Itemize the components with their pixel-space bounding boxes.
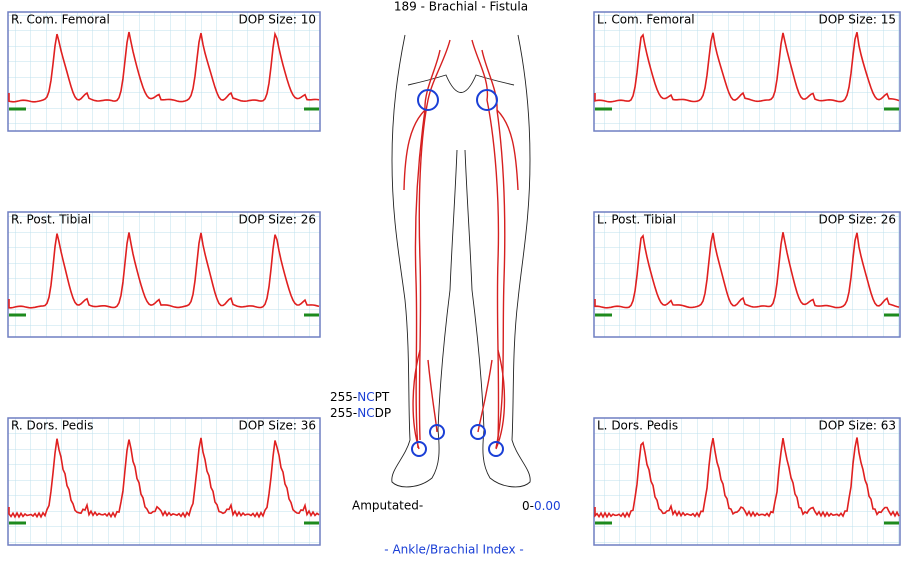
panel-grid	[593, 211, 901, 338]
dop-size: DOP Size: 15	[819, 13, 897, 27]
panel-grid	[593, 11, 901, 132]
dop-size: DOP Size: 63	[819, 419, 897, 433]
abi-left: 0-	[522, 499, 534, 513]
pt-flag: NC	[357, 390, 374, 404]
abi-reading: 0-0.00	[522, 499, 561, 513]
dop-size: DOP Size: 26	[239, 213, 317, 227]
leg-diagram	[391, 34, 531, 488]
pt-reading: 255-NCPT	[330, 390, 390, 404]
dp-value: 255-	[330, 406, 357, 420]
dp-flag: NC	[357, 406, 374, 420]
waveform-trace	[594, 437, 900, 519]
waveform-trace	[8, 232, 320, 309]
abi-footer: - Ankle/Brachial Index -	[384, 543, 523, 557]
amputated-label: Amputated-	[352, 499, 423, 513]
waveform-panel: R. Post. Tibial DOP Size: 26	[7, 211, 321, 338]
waveform-panel: L. Post. Tibial DOP Size: 26	[593, 211, 901, 338]
pt-site: PT	[375, 390, 390, 404]
panel-title: R. Com. Femoral	[11, 13, 110, 27]
waveform-trace	[594, 232, 900, 309]
panel-grid	[7, 211, 321, 338]
dop-size: DOP Size: 26	[819, 213, 897, 227]
vessels	[403, 39, 519, 450]
waveform-panel: L. Com. Femoral DOP Size: 15	[593, 11, 901, 132]
panel-title: L. Com. Femoral	[597, 13, 695, 27]
dop-size: DOP Size: 36	[239, 419, 317, 433]
waveform-trace	[8, 437, 320, 519]
panel-grid	[7, 11, 321, 132]
waveform-trace	[594, 31, 900, 103]
dop-size: DOP Size: 10	[239, 13, 317, 27]
waveform-panel: L. Dors. Pedis DOP Size: 63	[593, 417, 901, 546]
panel-grid	[7, 417, 321, 546]
dp-site: DP	[375, 406, 391, 420]
abi-right: 0.00	[534, 499, 561, 513]
pt-value: 255-	[330, 390, 357, 404]
header-label: 189 - Brachial - Fistula	[394, 0, 528, 14]
panel-grid	[593, 417, 901, 546]
panel-title: R. Post. Tibial	[11, 213, 91, 227]
waveform-panel: R. Com. Femoral DOP Size: 10	[7, 11, 321, 132]
dp-reading: 255-NCDP	[330, 406, 391, 420]
probe-sites	[411, 89, 504, 457]
waveform-trace	[8, 31, 320, 103]
panel-title: L. Dors. Pedis	[597, 419, 678, 433]
waveform-panel: R. Dors. Pedis DOP Size: 36	[7, 417, 321, 546]
panel-title: R. Dors. Pedis	[11, 419, 93, 433]
panel-title: L. Post. Tibial	[597, 213, 676, 227]
